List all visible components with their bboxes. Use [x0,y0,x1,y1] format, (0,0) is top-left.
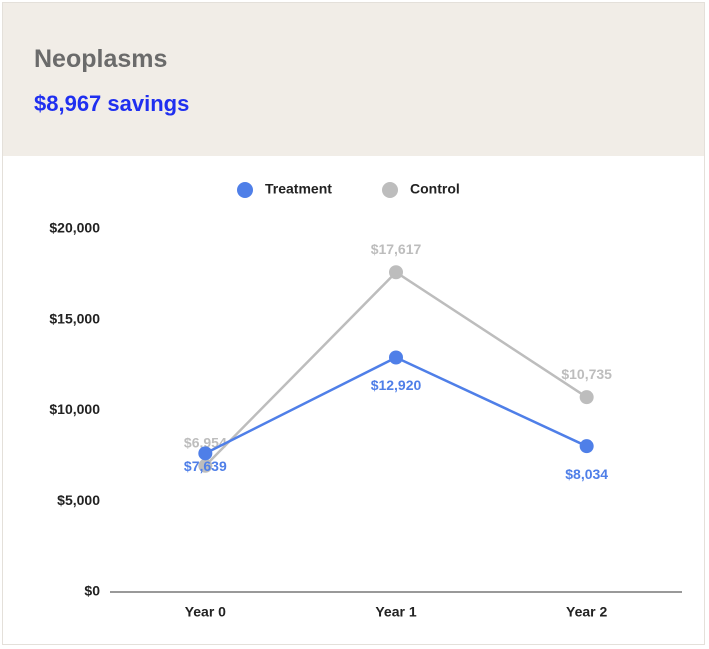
data-label: $8,034 [565,466,608,482]
data-label: $7,639 [184,458,227,474]
legend-label: Control [410,181,460,197]
subtitle: $8,967 savings [34,91,190,116]
data-point [389,265,403,280]
data-point [198,446,213,461]
series-line [204,356,588,455]
x-tick-label: Year 1 [375,604,416,620]
data-point [579,439,594,454]
data-point [389,350,403,365]
data-label: $6,954 [184,434,227,450]
y-tick-label: $10,000 [49,401,100,417]
data-label: $17,617 [371,241,422,257]
y-tick-label: $20,000 [49,220,100,236]
y-tick-label: $15,000 [49,310,100,326]
data-point [579,390,594,405]
x-tick-label: Year 0 [185,604,226,620]
data-point [198,458,213,473]
legend-marker [237,182,253,198]
x-tick-label: Year 2 [566,604,607,620]
legend-label: Treatment [265,181,332,197]
data-label: $10,735 [561,366,612,382]
y-tick-label: $0 [84,583,100,599]
data-label: $12,920 [371,377,422,393]
legend-marker [382,182,398,198]
header: Neoplasms $8,967 savings [3,3,704,156]
series-line [204,270,588,467]
y-tick-label: $5,000 [57,492,100,508]
title: Neoplasms [34,45,168,73]
